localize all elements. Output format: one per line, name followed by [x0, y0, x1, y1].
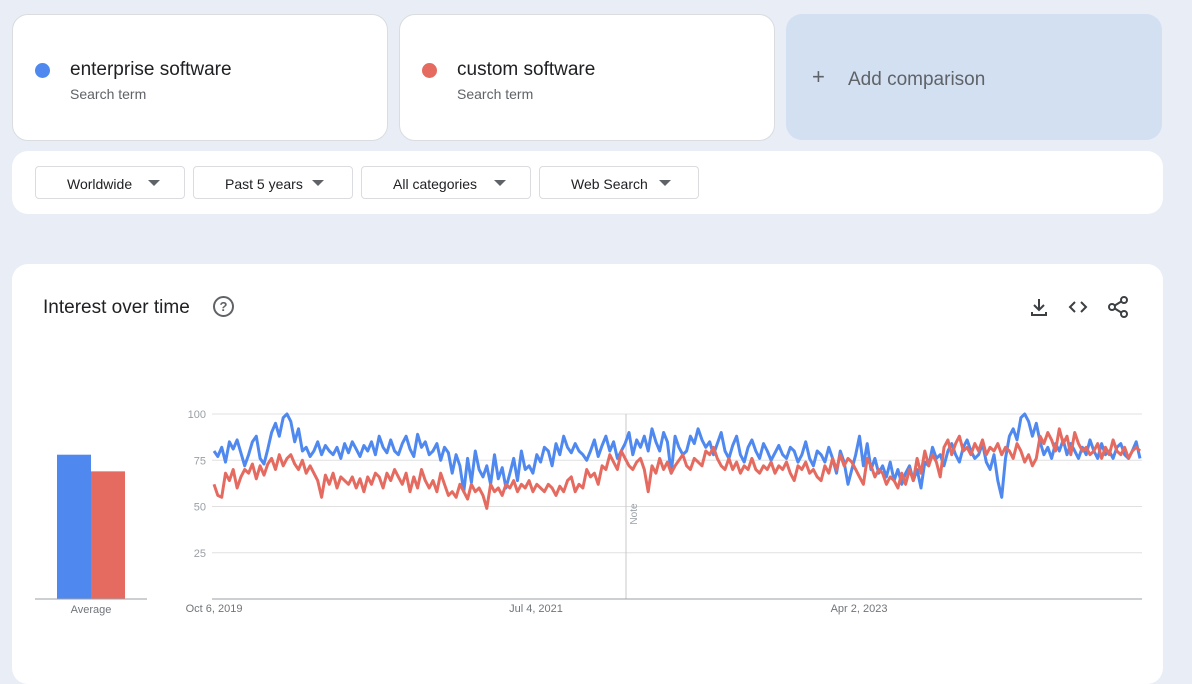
help-icon[interactable]: ?	[213, 296, 234, 317]
download-icon[interactable]	[1026, 294, 1052, 320]
series-line-enterprise-software	[212, 412, 1142, 499]
chevron-down-icon	[148, 180, 160, 186]
average-label: Average	[71, 604, 112, 616]
interest-line-chart: 25 50 75 100 Note Oct 6, 2019 Jul 4, 2021 A…	[186, 409, 1142, 615]
search-type-dropdown[interactable]: Web Search	[539, 166, 699, 199]
y-tick-label: 50	[194, 502, 206, 514]
region-value: Worldwide	[67, 176, 133, 192]
share-icon[interactable]	[1105, 294, 1131, 320]
term-card-custom-software[interactable]: custom software Search term	[399, 14, 775, 141]
note-label[interactable]: Note	[629, 503, 640, 525]
term-name: custom software	[457, 59, 596, 80]
y-tick-label: 100	[188, 409, 206, 421]
x-tick-label: Oct 6, 2019	[186, 603, 243, 615]
section-title: Interest over time	[43, 297, 190, 318]
add-comparison-label: Add comparison	[848, 69, 986, 90]
series-color-dot	[422, 63, 437, 78]
filter-bar: Worldwide Past 5 years All categories We…	[12, 151, 1163, 214]
term-type: Search term	[70, 86, 147, 102]
period-value: Past 5 years	[225, 176, 303, 192]
average-bar-chart: Average	[35, 454, 147, 616]
y-tick-label: 25	[194, 548, 206, 560]
plus-icon: +	[812, 64, 825, 89]
search-type-value: Web Search	[571, 176, 648, 192]
chevron-down-icon	[659, 180, 671, 186]
term-name: enterprise software	[70, 59, 232, 80]
term-type: Search term	[457, 86, 534, 102]
chevron-down-icon	[312, 180, 324, 186]
term-card-enterprise-software[interactable]: enterprise software Search term	[12, 14, 388, 141]
category-dropdown[interactable]: All categories	[361, 166, 531, 199]
interest-over-time-card: Interest over time ? Average 25 50 75 100 N…	[12, 264, 1163, 684]
y-tick-label: 75	[194, 455, 206, 467]
region-dropdown[interactable]: Worldwide	[35, 166, 185, 199]
embed-code-icon[interactable]	[1065, 294, 1091, 320]
x-tick-label: Apr 2, 2023	[831, 603, 888, 615]
series-line-custom-software	[212, 427, 1142, 510]
add-comparison-button[interactable]: + Add comparison	[786, 14, 1162, 140]
series-color-dot	[35, 63, 50, 78]
average-bar-custom-software	[91, 471, 125, 599]
period-dropdown[interactable]: Past 5 years	[193, 166, 353, 199]
category-value: All categories	[393, 176, 478, 192]
average-bar-enterprise-software	[57, 454, 91, 599]
x-tick-label: Jul 4, 2021	[509, 603, 563, 615]
chevron-down-icon	[494, 180, 506, 186]
